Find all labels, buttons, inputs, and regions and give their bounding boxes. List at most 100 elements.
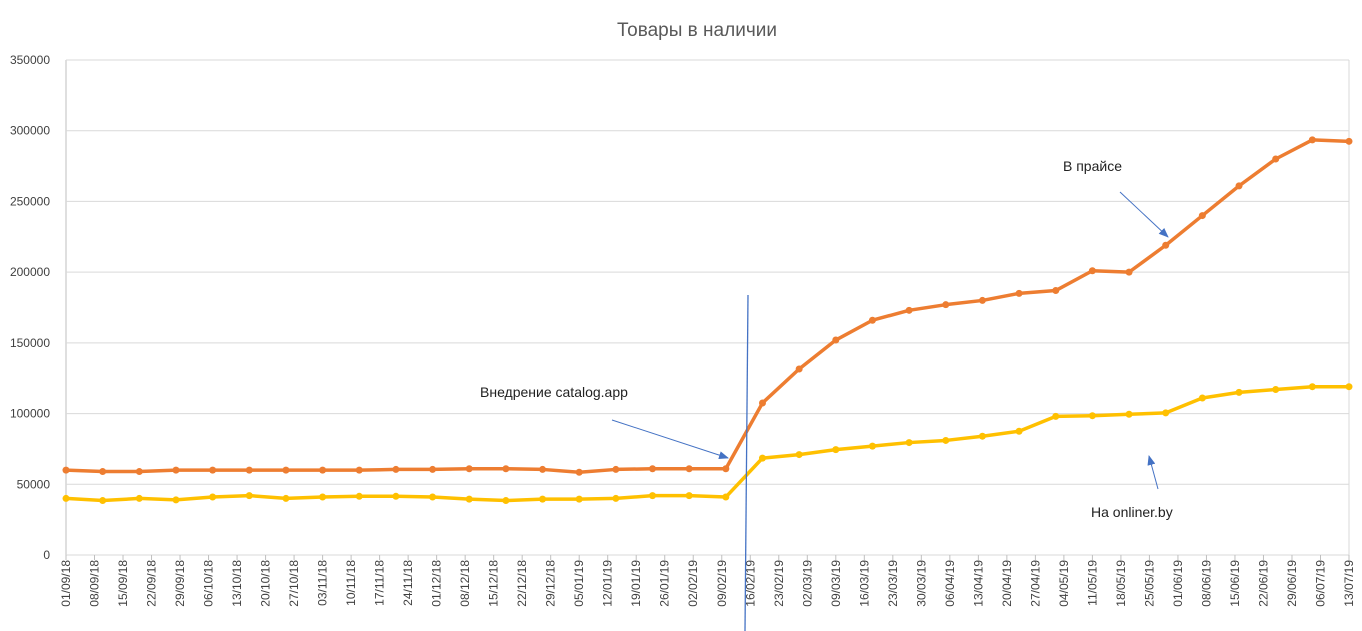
data-point bbox=[319, 466, 327, 474]
data-point bbox=[62, 466, 70, 474]
data-point bbox=[685, 492, 693, 500]
data-point bbox=[905, 439, 913, 447]
data-point bbox=[758, 454, 766, 462]
data-point bbox=[649, 465, 657, 473]
x-tick-label: 20/10/18 bbox=[259, 560, 273, 607]
data-point bbox=[1235, 182, 1243, 190]
data-point bbox=[978, 296, 986, 304]
plot-area: 0 50000 100000 150000 200000 250000 300000 3500… bbox=[10, 53, 1356, 607]
x-tick-label: 27/10/18 bbox=[287, 560, 301, 607]
x-tick-label: 01/12/18 bbox=[430, 560, 444, 607]
y-tick-label: 150000 bbox=[10, 336, 50, 350]
x-tick-label: 06/07/19 bbox=[1313, 560, 1327, 607]
y-tick-label: 200000 bbox=[10, 265, 50, 279]
x-tick-label: 19/01/19 bbox=[629, 560, 643, 607]
data-point bbox=[1272, 155, 1280, 163]
x-tick-label: 04/05/19 bbox=[1057, 560, 1071, 607]
data-point bbox=[465, 465, 473, 473]
series-annotation: В прайсе bbox=[1063, 158, 1122, 174]
data-point bbox=[1272, 386, 1280, 394]
data-point bbox=[172, 496, 180, 504]
data-point bbox=[539, 465, 547, 473]
x-tick-label: 02/03/19 bbox=[800, 560, 814, 607]
x-tick-label: 10/11/18 bbox=[344, 560, 358, 606]
x-tick-label: 25/05/19 bbox=[1142, 560, 1156, 607]
data-point bbox=[758, 399, 766, 407]
data-point bbox=[392, 465, 400, 473]
data-point bbox=[612, 465, 620, 473]
x-tick-label: 15/06/19 bbox=[1228, 560, 1242, 607]
data-point bbox=[942, 301, 950, 309]
data-point bbox=[319, 493, 327, 501]
data-point bbox=[575, 495, 583, 503]
x-tick-label: 11/05/19 bbox=[1085, 560, 1099, 606]
data-point bbox=[1345, 137, 1353, 145]
y-tick-label: 0 bbox=[43, 548, 50, 562]
data-point bbox=[355, 466, 363, 474]
data-point bbox=[99, 497, 107, 505]
y-tick-label: 350000 bbox=[10, 53, 50, 67]
x-tick-label: 13/10/18 bbox=[230, 560, 244, 607]
data-point bbox=[392, 492, 400, 500]
data-point bbox=[685, 465, 693, 473]
series-line bbox=[65, 384, 1349, 503]
annotation: Внедрение catalog.app bbox=[480, 384, 628, 400]
y-tick-label: 100000 bbox=[10, 407, 50, 421]
data-point bbox=[539, 495, 547, 503]
y-tick-label: 250000 bbox=[10, 194, 50, 208]
x-tick-label: 16/03/19 bbox=[857, 560, 871, 607]
data-point bbox=[832, 336, 840, 344]
data-point bbox=[172, 466, 180, 474]
data-point bbox=[649, 492, 657, 500]
data-point bbox=[429, 465, 437, 473]
x-tick-label: 09/03/19 bbox=[829, 560, 843, 607]
x-tick-label: 13/07/19 bbox=[1342, 560, 1356, 607]
y-tick-label: 50000 bbox=[17, 477, 51, 491]
data-point bbox=[1162, 241, 1170, 249]
data-point bbox=[355, 492, 363, 500]
data-point bbox=[1088, 412, 1096, 420]
data-point bbox=[795, 451, 803, 459]
x-tick-label: 03/11/18 bbox=[316, 560, 330, 606]
data-point bbox=[868, 442, 876, 450]
data-point bbox=[245, 466, 253, 474]
data-point bbox=[429, 493, 437, 501]
x-tick-label: 29/12/18 bbox=[544, 560, 558, 607]
data-point bbox=[1088, 267, 1096, 275]
x-tick-label: 06/04/19 bbox=[943, 560, 957, 607]
data-point bbox=[1015, 427, 1023, 435]
data-point bbox=[1308, 383, 1316, 391]
x-tick-label: 29/09/18 bbox=[173, 560, 187, 607]
x-tick-label: 29/06/19 bbox=[1285, 560, 1299, 607]
data-point bbox=[1162, 409, 1170, 417]
data-point bbox=[135, 494, 143, 502]
data-point bbox=[942, 436, 950, 444]
x-tick-label: 08/12/18 bbox=[458, 560, 472, 607]
data-point bbox=[795, 365, 803, 373]
x-tick-label: 20/04/19 bbox=[1000, 560, 1014, 607]
x-tick-label: 16/02/19 bbox=[743, 560, 757, 607]
series-line bbox=[65, 138, 1350, 475]
x-tick-label: 08/09/18 bbox=[88, 560, 102, 607]
data-point bbox=[135, 468, 143, 476]
data-point bbox=[245, 492, 253, 500]
x-tick-label: 01/06/19 bbox=[1171, 560, 1185, 607]
y-tick-label: 300000 bbox=[10, 124, 50, 138]
data-point bbox=[282, 494, 290, 502]
x-tick-label: 23/03/19 bbox=[886, 560, 900, 607]
annotation-arrow bbox=[611, 419, 729, 459]
x-tick-label: 17/11/18 bbox=[373, 560, 387, 606]
data-point bbox=[62, 494, 70, 502]
event-line bbox=[744, 294, 749, 631]
x-tick-label: 22/06/19 bbox=[1256, 560, 1270, 607]
data-point bbox=[1235, 388, 1243, 396]
data-point bbox=[612, 494, 620, 502]
data-point bbox=[575, 468, 583, 476]
data-point bbox=[1198, 394, 1206, 402]
data-point bbox=[1125, 268, 1133, 276]
data-point bbox=[722, 465, 730, 473]
data-point bbox=[1052, 412, 1060, 420]
x-tick-label: 30/03/19 bbox=[914, 560, 928, 607]
x-tick-label: 13/04/19 bbox=[971, 560, 985, 607]
